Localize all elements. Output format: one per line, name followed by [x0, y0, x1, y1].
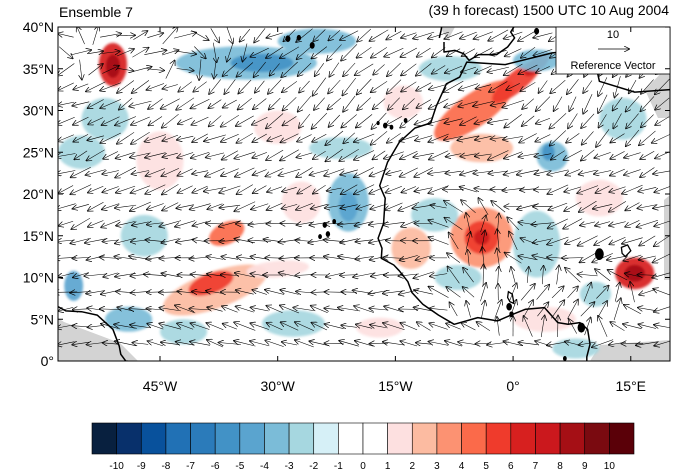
anomaly-blob — [254, 111, 301, 144]
lat-tick-label: 30°N — [23, 103, 54, 119]
anomaly-blob — [136, 131, 183, 189]
anomaly-blob — [474, 230, 490, 245]
colorbar-label: -8 — [161, 461, 170, 471]
colorbar-label: 9 — [582, 461, 588, 471]
colorbar-swatch — [609, 423, 634, 454]
colorbar-label: 6 — [508, 461, 514, 471]
coastline-marajo — [115, 361, 133, 373]
anomaly-blob — [121, 215, 168, 257]
island — [506, 303, 512, 311]
lat-tick-label: 25°N — [23, 144, 54, 160]
colorbar-label: -1 — [334, 461, 343, 471]
reference-vector-box: 10 Reference Vector — [556, 27, 670, 74]
lon-tick-label: 30°W — [260, 378, 295, 394]
island — [326, 231, 330, 237]
anomaly-blob — [624, 265, 644, 282]
colorbar-label: 4 — [459, 461, 465, 471]
colorbar-label: 0 — [360, 461, 366, 471]
anomaly-blob — [58, 136, 105, 169]
lat-tick-label: 15°N — [23, 228, 54, 244]
colorbar-label: -10 — [109, 461, 124, 471]
island — [563, 356, 567, 361]
colorbar-label: -9 — [137, 461, 146, 471]
reference-vector-magnitude: 10 — [607, 29, 619, 41]
anomaly-blob — [552, 338, 599, 358]
colorbar-swatch — [314, 423, 339, 454]
island — [310, 42, 315, 49]
colorbar-label: -5 — [235, 461, 244, 471]
anomaly-blob — [513, 211, 560, 278]
colorbar-swatch — [264, 423, 289, 454]
colorbar-swatch — [289, 423, 314, 454]
reference-vector-caption: Reference Vector — [571, 60, 656, 72]
lat-tick-label: 40°N — [23, 19, 54, 35]
anomaly-blob — [160, 319, 207, 344]
anomaly-blob — [599, 98, 646, 140]
colorbar-swatch — [437, 423, 462, 454]
anomaly-blob — [435, 265, 482, 290]
island — [318, 234, 322, 239]
anomaly-blob — [262, 310, 325, 337]
colorbar-swatch — [535, 423, 560, 454]
colorbar-label: 10 — [604, 461, 616, 471]
colorbar-swatch — [191, 423, 216, 454]
colorbar-swatch — [560, 423, 585, 454]
colorbar-label: -6 — [211, 461, 220, 471]
anomaly-blob — [419, 56, 482, 81]
colorbar-swatch — [462, 423, 487, 454]
colorbar-swatch — [511, 423, 536, 454]
island — [332, 219, 336, 224]
anomaly-blob — [580, 282, 611, 307]
colorbar-swatch — [92, 423, 117, 454]
anomaly-blob — [576, 180, 623, 217]
colorbar-label: 3 — [434, 461, 440, 471]
colorbar-swatch — [117, 423, 142, 454]
colorbar-label: -2 — [309, 461, 318, 471]
island — [595, 248, 604, 260]
lat-tick-label: 0° — [41, 353, 54, 369]
lon-tick-label: 0° — [506, 378, 519, 394]
lat-tick-label: 20°N — [23, 186, 54, 202]
lon-tick-label: 15°E — [616, 378, 647, 394]
island — [383, 123, 387, 129]
colorbar-label: 1 — [385, 461, 391, 471]
colorbar-swatch — [388, 423, 413, 454]
colorbar-label: 7 — [533, 461, 539, 471]
colorbar-swatch — [215, 423, 240, 454]
island — [390, 125, 394, 130]
colorbar-label: -4 — [260, 461, 269, 471]
anomaly-blob — [82, 98, 129, 140]
lat-tick-label: 35°N — [23, 61, 54, 77]
anomaly-blob — [282, 181, 321, 223]
island — [578, 323, 586, 333]
colorbar-swatch — [166, 423, 191, 454]
colorbar-swatch — [585, 423, 610, 454]
panel-left-title: Ensemble 7 — [59, 4, 133, 20]
colorbar-label: -7 — [186, 461, 195, 471]
colorbar-swatch — [338, 423, 363, 454]
colorbar-swatch — [412, 423, 437, 454]
lon-tick-label: 15°W — [378, 378, 413, 394]
lat-tick-label: 10°N — [23, 270, 54, 286]
colorbar-swatch — [486, 423, 511, 454]
lon-tick-label: 45°W — [143, 378, 178, 394]
colorbar-label: 5 — [483, 461, 489, 471]
panel-right-title: (39 h forecast) 1500 UTC 10 Aug 2004 — [429, 2, 670, 18]
colorbar-swatch — [363, 423, 388, 454]
colorbar-swatch — [240, 423, 265, 454]
anomaly-blob — [391, 227, 430, 269]
lat-tick-label: 5°N — [31, 311, 55, 327]
colorbar-swatch — [141, 423, 166, 454]
anomaly-blob — [356, 318, 403, 338]
colorbar-label: -3 — [285, 461, 294, 471]
colorbar-label: 8 — [557, 461, 563, 471]
anomaly-blob — [231, 54, 294, 72]
colorbar-label: 2 — [409, 461, 415, 471]
anomaly-blob — [411, 198, 458, 231]
